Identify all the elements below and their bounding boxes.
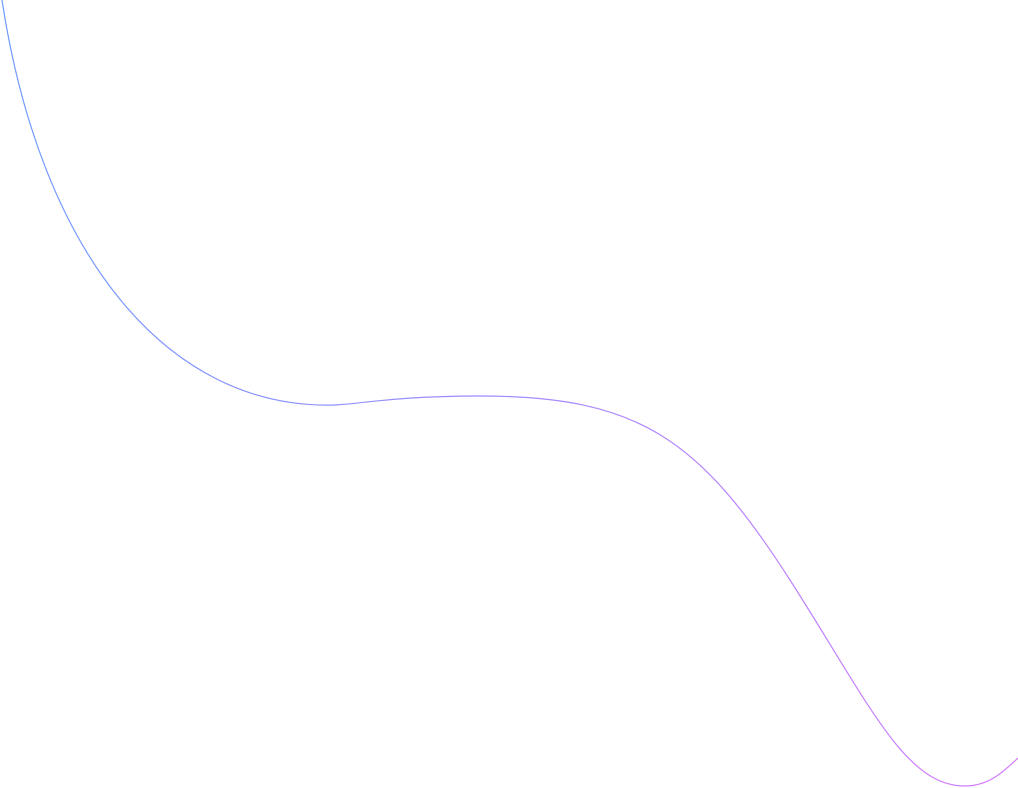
gradient-wave-curve bbox=[1, 0, 1018, 787]
decorative-curve-canvas bbox=[1, 0, 1018, 787]
